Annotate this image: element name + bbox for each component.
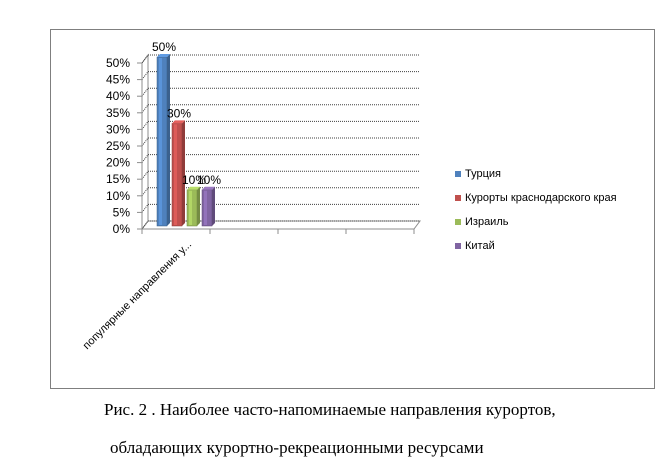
figure-caption-line-1: Рис. 2 . Наиболее часто-напоминаемые нап… <box>104 400 556 419</box>
gridline-side <box>141 170 149 180</box>
legend-swatch <box>455 243 461 249</box>
gridline-side <box>141 104 149 114</box>
gridline-side <box>141 204 149 213</box>
bar-top <box>202 186 215 190</box>
bar-4 <box>201 186 215 227</box>
y-tick-label: 25% <box>106 139 130 153</box>
gridline-side <box>141 154 149 163</box>
gridline-side <box>141 220 149 230</box>
figure-caption-line-2: обладающих курортно-рекреационными ресур… <box>110 438 484 457</box>
y-tick-label: 45% <box>106 73 130 87</box>
bar-side <box>167 54 170 226</box>
bar-3 <box>186 186 200 227</box>
y-tick-label: 50% <box>106 56 130 70</box>
bar-side <box>197 186 200 226</box>
bar-highlight <box>189 190 192 225</box>
bar-side <box>182 120 185 226</box>
legend-swatch <box>455 171 461 177</box>
legend-label: Израиль <box>465 216 509 228</box>
bar-top <box>187 186 200 190</box>
bar-side <box>212 186 215 226</box>
y-tick-label: 30% <box>106 122 130 136</box>
data-label: 10% <box>182 173 206 187</box>
gridline-side <box>141 54 149 64</box>
data-label: 10% <box>197 173 221 187</box>
gridline-side <box>141 87 149 97</box>
gridline-side <box>141 137 149 147</box>
bar-top <box>172 120 185 124</box>
y-tick-label: 35% <box>106 106 130 120</box>
gridline-side <box>141 187 149 197</box>
legend-label: Китай <box>465 240 495 252</box>
y-tick-label: 10% <box>106 189 130 203</box>
gridline-side <box>141 71 149 80</box>
data-label: 50% <box>152 40 176 54</box>
bar-highlight <box>174 124 177 225</box>
chart: 0% 5% 10% 15% 20% 25% 30% 35% 40% 45% 50% 50% 30% 10%… <box>81 40 617 352</box>
y-tick-label: 15% <box>106 172 130 186</box>
bar-top <box>157 54 170 57</box>
x-category-label: популярные направления у... <box>81 239 194 352</box>
chart-frame <box>50 29 655 389</box>
legend-swatch <box>455 219 461 225</box>
legend-swatch <box>455 195 461 201</box>
y-tick-label: 5% <box>113 205 131 219</box>
data-label: 30% <box>167 106 191 120</box>
gridline-side <box>141 121 149 130</box>
bar-2 <box>171 120 185 227</box>
y-tick-label: 20% <box>106 156 130 170</box>
bar-1 <box>156 54 170 227</box>
bar-highlight <box>204 190 207 225</box>
legend-label: Курорты краснодарского края <box>465 192 617 204</box>
y-tick-label: 0% <box>113 222 131 236</box>
y-tick-label: 40% <box>106 89 130 103</box>
legend-label: Турция <box>465 168 501 180</box>
bar-highlight <box>159 58 162 225</box>
